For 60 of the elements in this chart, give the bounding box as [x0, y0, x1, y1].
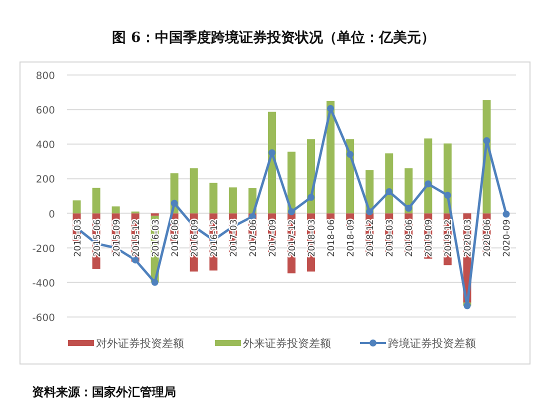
chart-title: 图 6：中国季度跨境证券投资状况（单位：亿美元） [112, 29, 435, 46]
x-tick-label: 2019-03 [386, 219, 396, 257]
point [327, 105, 334, 112]
x-tick-label: 2015-12 [132, 219, 142, 257]
bar [424, 138, 432, 214]
text: 资料来源：国家外汇管理局 [32, 385, 176, 399]
x-tick-label: 2017-09 [268, 219, 278, 257]
x-tick-label: 2019-12 [444, 219, 454, 257]
bar [92, 188, 100, 214]
y-tick-label: 400 [36, 140, 55, 152]
x-tick-label: 2020-06 [483, 219, 494, 257]
point [444, 192, 452, 199]
x-tick-label: 2018-06 [327, 219, 338, 257]
point [502, 210, 510, 218]
bar [150, 213, 159, 216]
x-tick-label: 2019-09 [424, 219, 435, 257]
x-tick-label: 2018-12 [366, 219, 376, 257]
bar [72, 200, 81, 214]
x-tick-label: 2016-06 [170, 219, 181, 257]
legend-label: 对外证券投资差额 [96, 337, 184, 350]
x-tick-label: 2019-06 [405, 219, 416, 257]
y-tick-label: -600 [32, 313, 55, 324]
point [386, 188, 393, 196]
point [483, 137, 490, 144]
point [464, 302, 471, 310]
y-tick-label: -200 [32, 244, 55, 255]
x-tick-label: 2016-03 [151, 219, 162, 257]
legend-label: 跨境证券投资差额 [388, 337, 476, 350]
y-tick-label: -400 [32, 278, 55, 290]
bar [209, 182, 218, 214]
point [424, 180, 432, 188]
x-tick-label: 2020-03 [464, 219, 474, 257]
bar [190, 168, 198, 214]
point [132, 256, 139, 264]
point [366, 208, 374, 216]
x-tick-label: 2017-06 [248, 219, 259, 257]
x-tick-label: 2018-03 [308, 219, 318, 257]
x-tick-label: 2017-03 [229, 219, 240, 257]
legend-label: 外来证券投资差额 [243, 337, 331, 350]
y-tick-label: 600 [36, 106, 55, 117]
point [268, 149, 276, 156]
point [151, 278, 158, 286]
x-tick-label: 2015-03 [73, 219, 84, 257]
x-tick-label: 2015-06 [92, 219, 103, 257]
x-tick-label: 2016-12 [210, 219, 220, 257]
bar [112, 206, 120, 214]
x-tick-label: 2020-09 [502, 219, 513, 257]
x-tick-label: 2017-12 [288, 219, 298, 257]
x-tick-label: 2018-09 [346, 219, 357, 257]
point [308, 194, 315, 201]
x-tick-label: 2016-09 [190, 219, 200, 257]
point [288, 208, 295, 216]
y-tick-label: 800 [36, 71, 55, 82]
y-tick-label: 0 [48, 209, 55, 220]
y-tick-label: 200 [36, 174, 55, 186]
point [405, 204, 412, 212]
bar [228, 187, 237, 214]
point [346, 150, 354, 158]
point [170, 200, 178, 207]
x-tick-label: 2015-09 [112, 219, 122, 257]
